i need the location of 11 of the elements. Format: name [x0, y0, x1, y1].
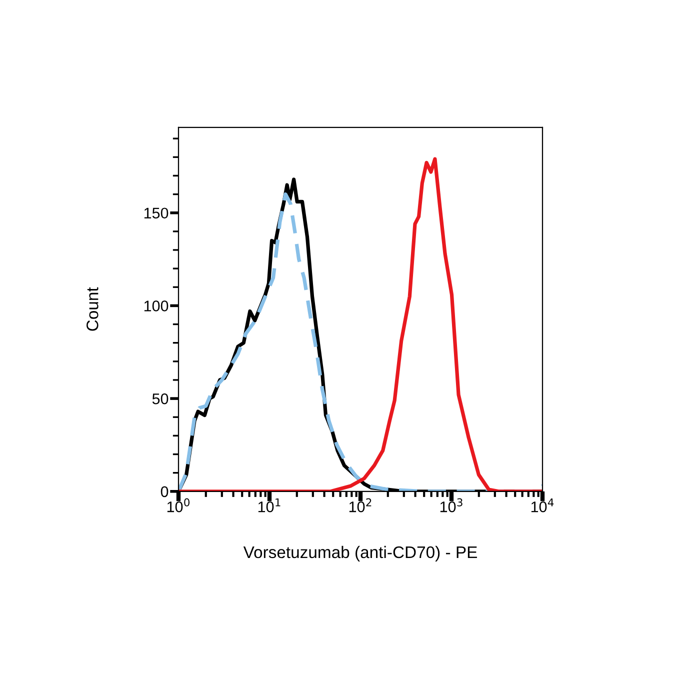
y-tick-label: 150 [144, 208, 168, 219]
y-tick-label: 0 [160, 486, 168, 498]
x-tick-label: 10$^{3}$ [440, 498, 462, 512]
y-tick-label: 100 [144, 300, 168, 312]
y-tick-label: 50 [152, 393, 168, 404]
x-tick-label: 10$^{4}$ [531, 498, 554, 512]
x-tick-label: 10$^{2}$ [349, 498, 372, 512]
y-axis-title: Count [86, 287, 98, 331]
x-axis-title: Vorsetuzumab (anti-CD70) - PE [243, 546, 477, 562]
x-tick-label: 10$^{0}$ [167, 498, 190, 512]
x-tick-label: 10$^{1}$ [258, 498, 280, 512]
